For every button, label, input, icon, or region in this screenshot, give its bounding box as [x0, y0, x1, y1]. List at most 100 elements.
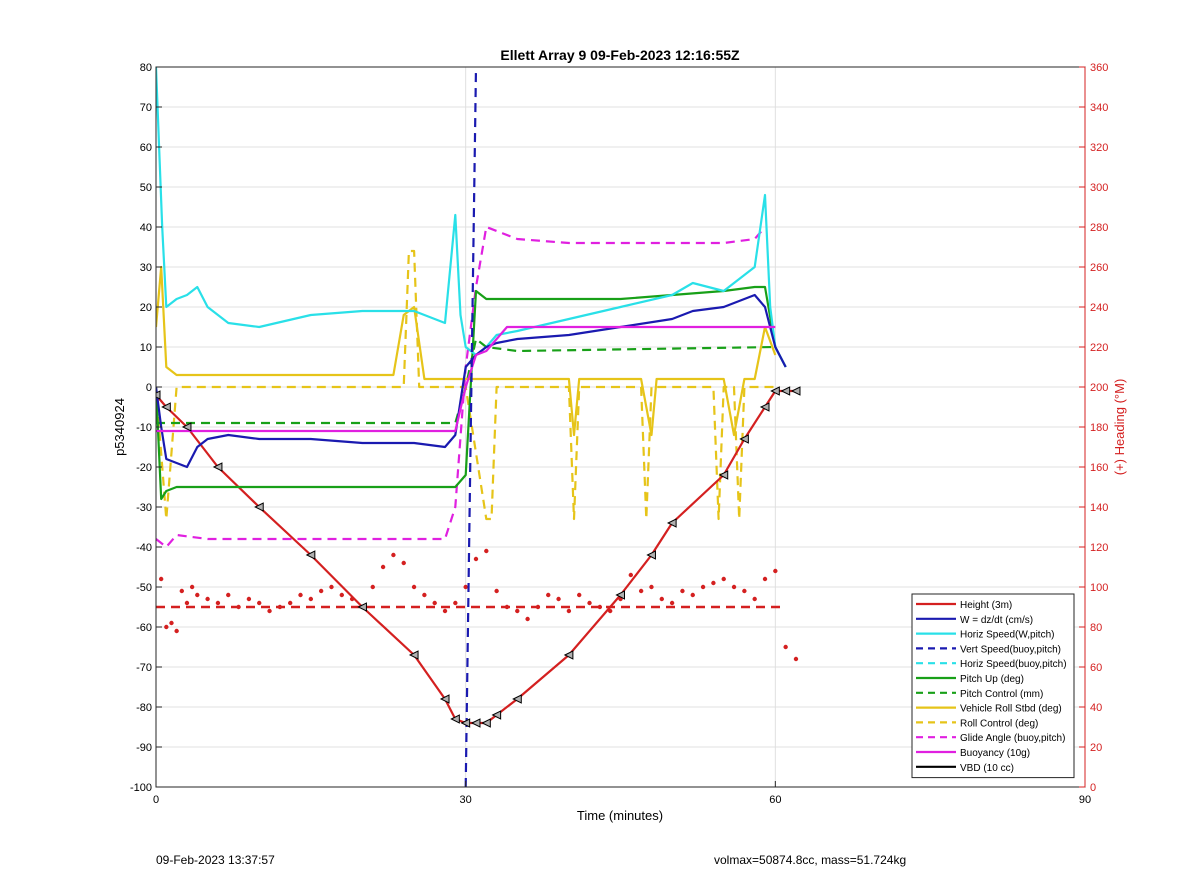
heading-point [179, 588, 185, 594]
height-marker [780, 386, 791, 396]
y-tick-label: 10 [140, 342, 152, 354]
y-tick-label: -40 [136, 542, 152, 554]
height-marker [254, 502, 264, 512]
heading-point [453, 600, 458, 606]
series-line-3 [464, 67, 478, 787]
y-tick-label: -30 [136, 502, 152, 514]
height-marker [770, 386, 780, 396]
heading-point [184, 600, 190, 606]
x-tick-label: 60 [769, 794, 781, 806]
height-marker [739, 434, 749, 444]
y2-axis-label: (+) Heading (°M) [1112, 379, 1127, 476]
height-marker [460, 718, 471, 728]
heading-point [380, 564, 386, 570]
chart-title: Ellett Array 9 09-Feb-2023 12:16:55Z [500, 47, 740, 63]
heading-point [690, 592, 695, 598]
heading-point [494, 588, 499, 594]
y2-tick-label: 260 [1090, 262, 1108, 274]
y-tick-label: 70 [140, 102, 152, 114]
heading-point [721, 576, 726, 582]
legend-label: Vert Speed(buoy,pitch) [960, 644, 1061, 655]
y-tick-label: 40 [140, 222, 152, 234]
heading-point [298, 592, 303, 598]
heading-point [628, 572, 634, 578]
heading-point [649, 584, 654, 590]
height-marker [759, 402, 770, 412]
height-marker [790, 386, 801, 396]
heading-point [339, 592, 344, 598]
y2-tick-label: 220 [1090, 342, 1108, 354]
heading-point [515, 608, 520, 614]
y-tick-label: 80 [140, 62, 152, 74]
y2-tick-label: 60 [1090, 662, 1102, 674]
heading-point [246, 596, 252, 602]
height-marker [212, 462, 223, 472]
heading-point [287, 600, 293, 606]
series-line-10 [156, 325, 776, 433]
heading-point [411, 584, 417, 590]
heading-point [226, 592, 231, 598]
heading-point [535, 604, 541, 610]
y2-tick-label: 40 [1090, 702, 1102, 714]
heading-point [257, 600, 262, 606]
heading-point [597, 604, 603, 610]
y2-tick-label: 240 [1090, 302, 1108, 314]
heading-point [669, 600, 675, 606]
x-tick-label: 0 [153, 794, 159, 806]
height-marker [491, 710, 502, 720]
height-marker [408, 650, 419, 660]
height-marker [666, 518, 677, 528]
heading-point [638, 588, 644, 594]
legend-label: W = dz/dt (cm/s) [960, 615, 1033, 626]
height-marker [357, 602, 367, 612]
legend-label: Pitch Up (deg) [960, 674, 1024, 685]
heading-point [158, 576, 164, 582]
legend-label: Vehicle Roll Stbd (deg) [960, 704, 1062, 715]
y-tick-label: 20 [140, 302, 152, 314]
legend-label: Buoyancy (10g) [960, 748, 1030, 759]
y2-tick-label: 0 [1090, 782, 1096, 794]
heading-point [329, 584, 334, 590]
y2-tick-label: 100 [1090, 582, 1108, 594]
series-line-9 [156, 225, 766, 549]
heading-point [577, 592, 582, 598]
heading-point [205, 596, 210, 602]
y-tick-label: -50 [136, 582, 152, 594]
height-marker [470, 718, 481, 728]
y2-tick-label: 360 [1090, 62, 1108, 74]
series-line-7 [156, 265, 777, 437]
heading-point [318, 588, 324, 594]
heading-point [659, 596, 664, 602]
x-tick-label: 30 [460, 794, 472, 806]
y-tick-label: -80 [136, 702, 152, 714]
y-tick-label: 30 [140, 262, 152, 274]
heading-point [391, 552, 396, 558]
y-tick-label: -60 [136, 622, 152, 634]
heading-point [236, 604, 241, 610]
heading-point [422, 592, 427, 598]
heading-point [267, 608, 272, 614]
height-marker [450, 714, 460, 724]
y2-tick-label: 320 [1090, 142, 1108, 154]
heading-point [215, 600, 221, 606]
y-axis-label: p5340924 [112, 398, 127, 456]
heading-point [773, 568, 778, 574]
height-marker [615, 590, 625, 600]
y2-tick-label: 180 [1090, 422, 1108, 434]
y-tick-label: -70 [136, 662, 152, 674]
y2-tick-label: 200 [1090, 382, 1108, 394]
heading-point [546, 592, 551, 598]
series-line-5 [156, 285, 787, 501]
legend: Height (3m) W = dz/dt (cm/s) Horiz Speed(W… [911, 593, 1075, 779]
heading-point [793, 656, 799, 662]
y2-tick-label: 20 [1090, 742, 1102, 754]
height-marker [646, 550, 656, 560]
y-tick-label: 0 [146, 382, 152, 394]
heading-point [442, 608, 448, 614]
heading-point [731, 584, 737, 590]
series-line-1 [156, 293, 787, 469]
legend-label: Pitch Control (mm) [960, 689, 1043, 700]
y-tick-label: 60 [140, 142, 152, 154]
y-tick-label: 50 [140, 182, 152, 194]
heading-point [783, 644, 788, 650]
